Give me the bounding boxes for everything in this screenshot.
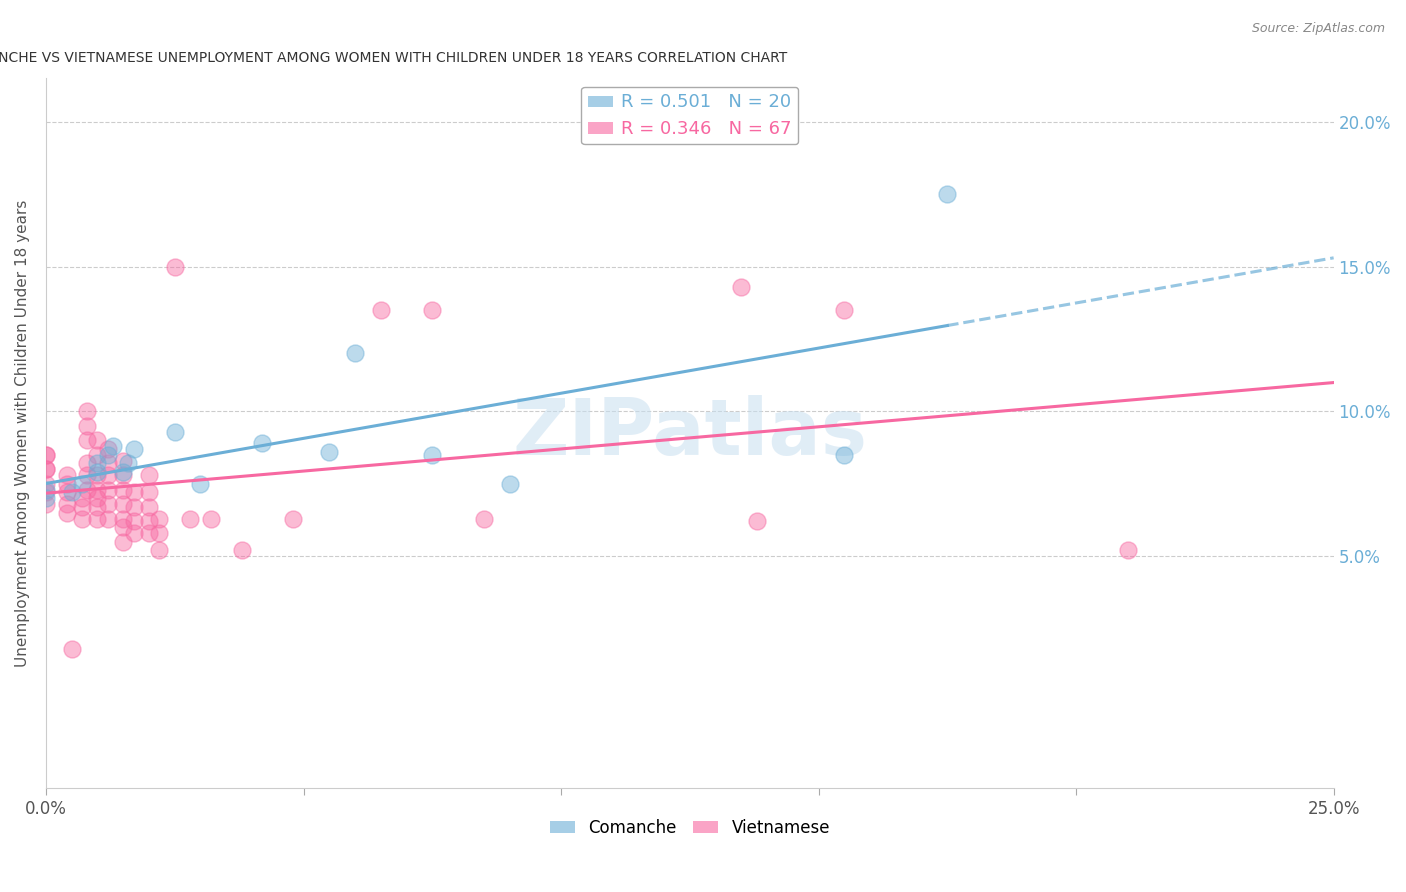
Point bbox=[76, 483, 98, 497]
Point bbox=[112, 465, 135, 479]
Point bbox=[138, 515, 160, 529]
Point bbox=[70, 476, 93, 491]
Point bbox=[35, 462, 58, 476]
Point bbox=[76, 404, 98, 418]
Point bbox=[35, 483, 58, 497]
Point bbox=[834, 303, 856, 318]
Point bbox=[163, 425, 186, 439]
Point bbox=[138, 526, 160, 541]
Point bbox=[200, 511, 222, 525]
Text: COMANCHE VS VIETNAMESE UNEMPLOYMENT AMONG WOMEN WITH CHILDREN UNDER 18 YEARS COR: COMANCHE VS VIETNAMESE UNEMPLOYMENT AMON… bbox=[0, 51, 787, 65]
Point bbox=[97, 457, 120, 471]
Point bbox=[112, 520, 135, 534]
Point bbox=[55, 506, 77, 520]
Point bbox=[97, 511, 120, 525]
Point bbox=[76, 434, 98, 448]
Point bbox=[76, 457, 98, 471]
Point bbox=[122, 526, 145, 541]
Point bbox=[745, 515, 768, 529]
Point bbox=[122, 485, 145, 500]
Point bbox=[35, 448, 58, 462]
Point bbox=[122, 500, 145, 514]
Point bbox=[86, 457, 108, 471]
Point bbox=[148, 543, 170, 558]
Point bbox=[420, 448, 443, 462]
Point bbox=[318, 445, 340, 459]
Point bbox=[148, 526, 170, 541]
Point bbox=[86, 491, 108, 506]
Point bbox=[60, 641, 83, 656]
Point bbox=[343, 346, 366, 360]
Point bbox=[112, 511, 135, 525]
Point bbox=[112, 483, 135, 497]
Point bbox=[97, 448, 120, 462]
Point bbox=[35, 476, 58, 491]
Point bbox=[55, 497, 77, 511]
Point bbox=[231, 543, 253, 558]
Point bbox=[97, 468, 120, 483]
Point bbox=[97, 442, 120, 456]
Point bbox=[179, 511, 201, 525]
Point bbox=[252, 436, 274, 450]
Text: ZIPatlas: ZIPatlas bbox=[512, 395, 868, 471]
Point bbox=[97, 497, 120, 511]
Point bbox=[70, 511, 93, 525]
Point bbox=[1116, 543, 1139, 558]
Point bbox=[420, 303, 443, 318]
Point bbox=[35, 462, 58, 476]
Point bbox=[190, 476, 212, 491]
Point bbox=[112, 453, 135, 467]
Point bbox=[86, 511, 108, 525]
Point bbox=[834, 448, 856, 462]
Point bbox=[122, 515, 145, 529]
Point bbox=[112, 497, 135, 511]
Point bbox=[472, 511, 495, 525]
Point bbox=[55, 485, 77, 500]
Point bbox=[97, 483, 120, 497]
Point bbox=[86, 465, 108, 479]
Legend: Comanche, Vietnamese: Comanche, Vietnamese bbox=[543, 812, 837, 843]
Point bbox=[148, 511, 170, 525]
Point bbox=[86, 500, 108, 514]
Point bbox=[76, 418, 98, 433]
Point bbox=[86, 448, 108, 462]
Point bbox=[35, 448, 58, 462]
Point bbox=[101, 439, 124, 453]
Point bbox=[70, 491, 93, 506]
Point bbox=[35, 497, 58, 511]
Point bbox=[370, 303, 392, 318]
Point bbox=[936, 187, 959, 202]
Point bbox=[76, 468, 98, 483]
Point bbox=[138, 500, 160, 514]
Point bbox=[35, 485, 58, 500]
Point bbox=[498, 476, 520, 491]
Point bbox=[138, 468, 160, 483]
Y-axis label: Unemployment Among Women with Children Under 18 years: Unemployment Among Women with Children U… bbox=[15, 200, 30, 667]
Point bbox=[730, 280, 752, 294]
Point bbox=[35, 491, 58, 506]
Point bbox=[60, 485, 83, 500]
Point bbox=[163, 260, 186, 274]
Point bbox=[55, 468, 77, 483]
Point bbox=[86, 434, 108, 448]
Point bbox=[112, 534, 135, 549]
Text: Source: ZipAtlas.com: Source: ZipAtlas.com bbox=[1251, 22, 1385, 36]
Point bbox=[55, 476, 77, 491]
Point bbox=[86, 468, 108, 483]
Point bbox=[122, 442, 145, 456]
Point bbox=[86, 483, 108, 497]
Point bbox=[117, 457, 139, 471]
Point bbox=[112, 468, 135, 483]
Point bbox=[138, 485, 160, 500]
Point bbox=[283, 511, 305, 525]
Point bbox=[70, 500, 93, 514]
